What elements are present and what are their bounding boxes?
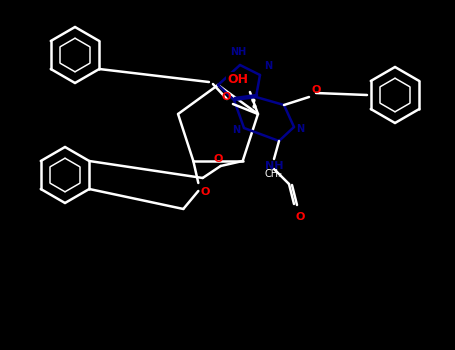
Text: N: N <box>296 124 304 134</box>
Text: N: N <box>264 61 272 71</box>
Text: O: O <box>312 85 321 95</box>
Text: CH₃: CH₃ <box>265 169 283 179</box>
Text: O: O <box>200 187 210 197</box>
Text: NH: NH <box>265 161 283 171</box>
Text: O: O <box>296 212 305 222</box>
Text: OH: OH <box>228 73 248 86</box>
Text: N: N <box>232 125 240 135</box>
Text: O: O <box>214 154 223 164</box>
Text: NH: NH <box>230 47 246 57</box>
Text: O: O <box>222 92 231 102</box>
